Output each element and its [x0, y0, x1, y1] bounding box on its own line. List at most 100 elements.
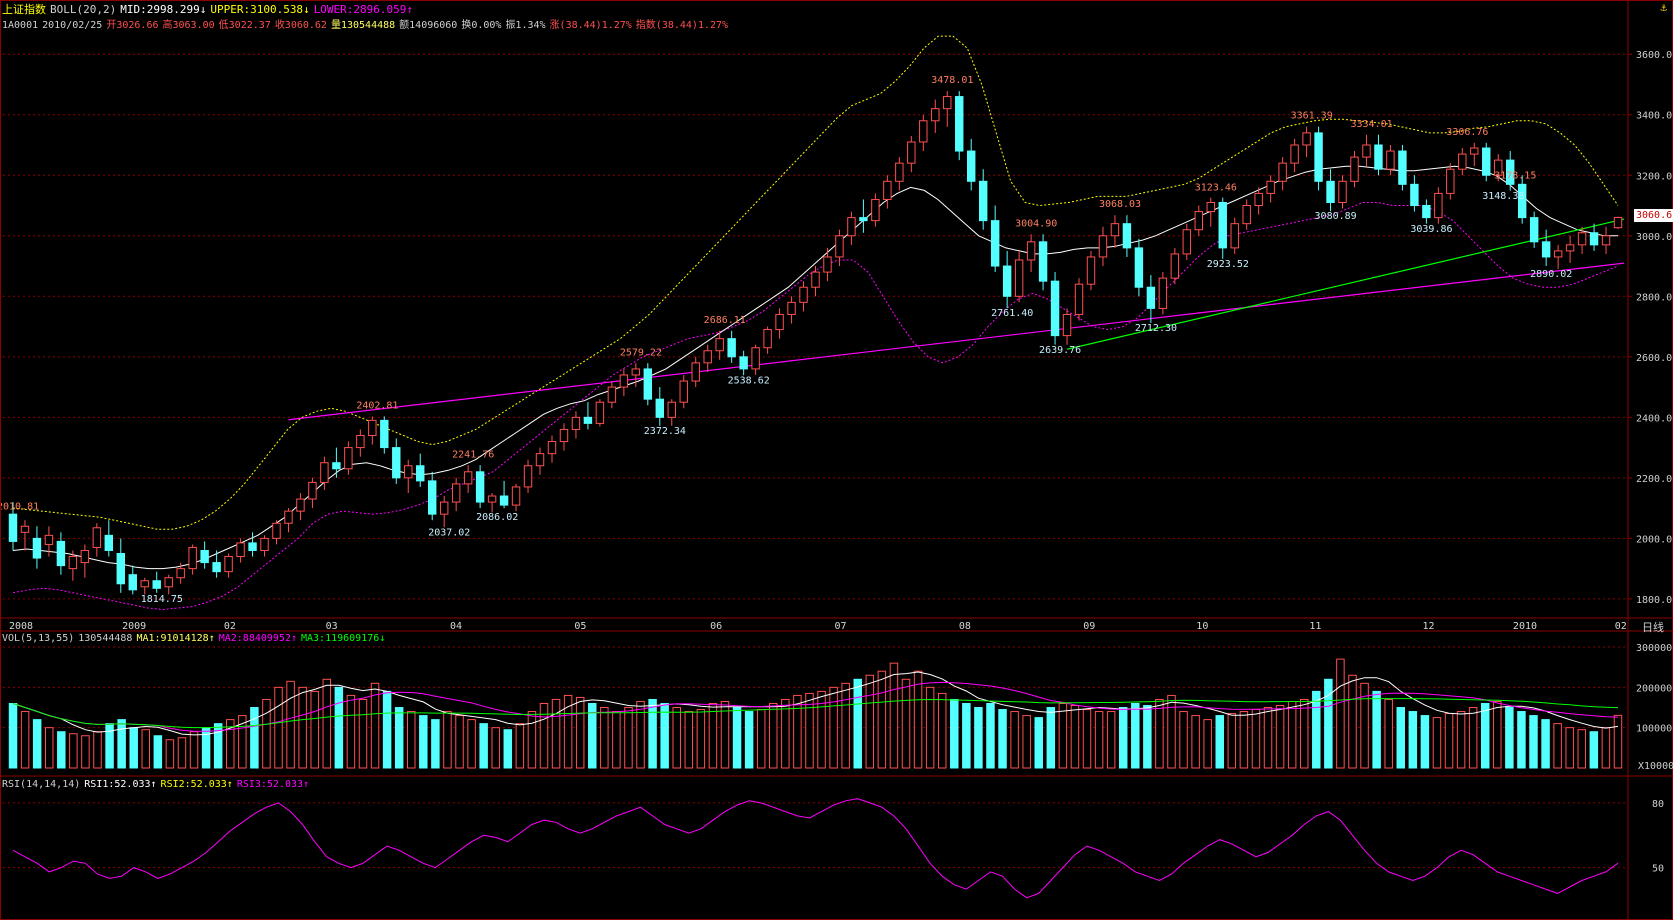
- candle-body: [715, 338, 724, 352]
- volume-bar: [1239, 711, 1249, 769]
- candle-body: [1613, 216, 1623, 229]
- volume-bar: [394, 707, 404, 769]
- candle-body: [20, 525, 30, 533]
- volume-bar: [1336, 658, 1345, 769]
- volume-bar: [805, 692, 814, 769]
- candle-body: [1529, 217, 1539, 243]
- candle-body: [823, 256, 832, 273]
- index-name[interactable]: 上证指数: [2, 3, 46, 16]
- lower-arrow-icon: ↑: [406, 3, 414, 16]
- volume-bar: [696, 709, 706, 769]
- candle-body: [356, 434, 365, 449]
- candle-body: [1194, 211, 1204, 231]
- boll-upper-line: [12, 35, 1619, 530]
- volume-bar: [588, 702, 597, 769]
- volume-bar: [1179, 711, 1188, 769]
- price-annotation: 3334.01: [1350, 119, 1392, 130]
- candle-body: [966, 150, 976, 182]
- candle-body: [859, 217, 868, 222]
- candle-body: [200, 549, 209, 564]
- candle-body: [1002, 265, 1012, 297]
- candle-body: [176, 568, 185, 579]
- candle-body: [511, 486, 521, 506]
- volume-bar: [274, 686, 283, 769]
- candle-body: [1494, 159, 1503, 176]
- volume-bar: [1312, 690, 1321, 769]
- candle-body: [1182, 229, 1192, 255]
- candle-body: [787, 301, 796, 315]
- open-value: 开3026.66: [106, 20, 159, 31]
- candle-body: [559, 428, 569, 443]
- volume-bar: [443, 711, 452, 769]
- candle-body: [8, 513, 18, 542]
- volume-bar: [1444, 713, 1454, 769]
- volume-bar: [1468, 707, 1478, 769]
- volume-bar: [1541, 719, 1550, 769]
- turnover-value: 换0.00%: [461, 20, 502, 31]
- candle-body: [1110, 223, 1120, 237]
- month-label: 11: [1309, 621, 1321, 632]
- candle-body: [416, 465, 425, 482]
- volume-bar: [889, 662, 899, 769]
- volume-bar: [105, 723, 114, 769]
- candle-body: [775, 313, 784, 331]
- volume-bar: [1131, 702, 1140, 769]
- index-change-value: 指数(38.44)1.27%: [635, 20, 729, 31]
- volume-bar: [684, 711, 694, 769]
- volume-tick-label: 200000: [1636, 683, 1672, 694]
- volume-bar: [708, 702, 718, 769]
- candle-body: [727, 338, 736, 358]
- candle-body: [116, 553, 126, 585]
- volume-bar: [382, 690, 392, 769]
- price-annotation: 2086.02: [476, 512, 518, 523]
- candle-body: [1326, 180, 1335, 203]
- volume-bar: [1010, 711, 1019, 769]
- volume-bar: [20, 711, 30, 769]
- volume-bar: [1106, 711, 1116, 769]
- volume-bar: [1480, 702, 1490, 769]
- volume-bar: [69, 733, 78, 769]
- close-value: 收3060.62: [274, 20, 327, 31]
- candle-body: [1362, 144, 1371, 158]
- candle-body: [667, 401, 676, 418]
- volume-bar: [841, 682, 850, 769]
- price-tick-label: 3200.00: [1636, 171, 1673, 182]
- rsi2-arrow-icon: ↑: [226, 779, 233, 790]
- period-label[interactable]: 日线: [1642, 621, 1664, 634]
- candle-body: [1290, 144, 1299, 164]
- volume-bar: [1251, 709, 1261, 769]
- header-row-2: 1A0001 2010/02/25 开3026.66 高3063.00 低3022.37…: [2, 16, 732, 31]
- candle-body: [1098, 235, 1108, 258]
- volume-bar: [600, 707, 609, 769]
- candle-body: [763, 329, 772, 349]
- volume-bar: [250, 707, 259, 769]
- vol-title[interactable]: VOL(5,13,55): [2, 633, 75, 644]
- candle-body: [751, 347, 760, 370]
- anchor-icon[interactable]: ⚓: [1660, 1, 1667, 14]
- volume-bar: [1046, 707, 1056, 769]
- volume-bar: [1601, 727, 1611, 769]
- candle-body: [835, 235, 844, 258]
- volume-bar: [1553, 723, 1562, 769]
- volume-bar: [117, 719, 126, 769]
- rsi-series-line: [12, 798, 1619, 899]
- rsi-title[interactable]: RSI(14,14,14): [2, 779, 81, 790]
- candle-body: [1446, 168, 1455, 194]
- volume-bar: [1456, 711, 1466, 769]
- price-annotation: 3478.01: [931, 75, 973, 86]
- candle-body: [1589, 232, 1599, 246]
- candle-body: [1470, 147, 1479, 155]
- volume-bar: [286, 680, 295, 769]
- candle-body: [1074, 283, 1084, 315]
- volume-bar: [32, 719, 42, 769]
- price-annotation: 3361.39: [1291, 110, 1333, 121]
- candle-body: [368, 419, 377, 436]
- volume-bar: [732, 707, 742, 769]
- candle-body: [1146, 286, 1156, 309]
- candle-body: [1050, 280, 1060, 337]
- indicator-name[interactable]: BOLL(20,2): [50, 3, 117, 16]
- candle-body: [344, 447, 353, 470]
- volume-bar: [937, 692, 947, 769]
